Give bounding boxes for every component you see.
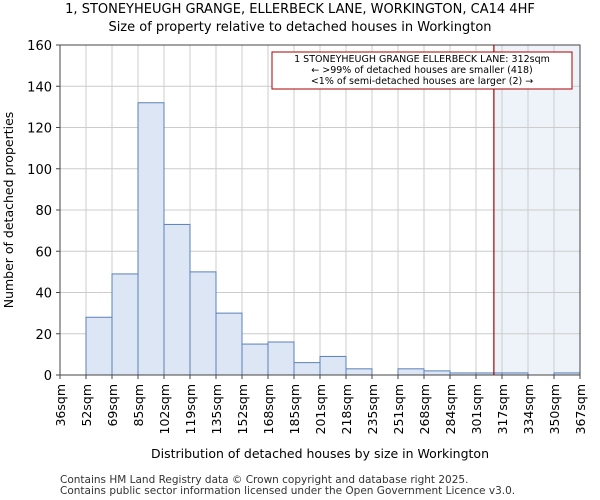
x-axis-label: Distribution of detached houses by size … — [151, 446, 489, 461]
x-tick-label-168sqm: 168sqm — [261, 384, 276, 434]
x-tick-label-235sqm: 235sqm — [365, 384, 380, 434]
bar-168sqm — [267, 341, 295, 376]
bar-102sqm — [163, 223, 191, 376]
bar-185sqm — [293, 362, 321, 376]
footer-line-2: Contains public sector information licen… — [60, 485, 516, 497]
chart-subtitle: Size of property relative to detached ho… — [108, 20, 492, 35]
bar-135sqm — [215, 312, 243, 376]
y-tick-label-8: 160 — [27, 39, 52, 54]
x-tick-label-152sqm: 152sqm — [235, 384, 250, 434]
x-tick-label-201sqm: 201sqm — [313, 384, 328, 434]
x-tick-label-36sqm: 36sqm — [53, 384, 68, 427]
x-tick-label-268sqm: 268sqm — [417, 384, 432, 434]
bar-119sqm — [189, 271, 217, 376]
x-tick-label-350sqm: 350sqm — [547, 384, 562, 434]
chart-title: 1, STONEYHEUGH GRANGE, ELLERBECK LANE, W… — [65, 2, 535, 17]
x-tick-label-85sqm: 85sqm — [131, 384, 146, 427]
y-axis-label: Number of detached properties — [1, 112, 16, 309]
bar-85sqm — [137, 102, 165, 376]
x-tick-label-284sqm: 284sqm — [443, 384, 458, 434]
y-tick-label-0: 0 — [44, 369, 52, 384]
x-tick-label-52sqm: 52sqm — [79, 384, 94, 427]
x-tick-label-317sqm: 317sqm — [495, 384, 510, 434]
y-tick-label-5: 100 — [27, 163, 52, 178]
bar-52sqm — [85, 316, 113, 376]
footer-line-1: Contains HM Land Registry data © Crown c… — [60, 474, 469, 486]
y-tick-label-7: 140 — [27, 80, 52, 95]
x-tick-label-102sqm: 102sqm — [157, 384, 172, 434]
x-tick-label-135sqm: 135sqm — [209, 384, 224, 434]
annotation-line-2: ← >99% of detached houses are smaller (4… — [311, 65, 532, 76]
x-tick-label-69sqm: 69sqm — [105, 384, 120, 427]
annotation-line-1: 1 STONEYHEUGH GRANGE ELLERBECK LANE: 312… — [294, 54, 550, 65]
y-tick-label-1: 20 — [35, 328, 52, 343]
y-tick-label-4: 80 — [35, 204, 52, 219]
x-tick-label-367sqm: 367sqm — [573, 384, 588, 434]
bar-268sqm — [423, 370, 451, 376]
x-tick-label-334sqm: 334sqm — [521, 384, 536, 434]
bar-218sqm — [345, 368, 373, 376]
y-tick-label-2: 40 — [35, 287, 52, 302]
x-tick-label-301sqm: 301sqm — [469, 384, 484, 434]
annotation-line-3: <1% of semi-detached houses are larger (… — [311, 76, 533, 87]
annotation-box — [271, 51, 573, 90]
x-tick-label-185sqm: 185sqm — [287, 384, 302, 434]
y-tick-label-6: 120 — [27, 122, 52, 137]
bar-152sqm — [241, 343, 269, 376]
x-tick-label-119sqm: 119sqm — [183, 384, 198, 434]
bar-69sqm — [111, 273, 139, 376]
x-tick-label-251sqm: 251sqm — [391, 384, 406, 434]
bar-251sqm — [397, 368, 425, 376]
x-tick-label-218sqm: 218sqm — [339, 384, 354, 434]
y-tick-label-3: 60 — [35, 245, 52, 260]
bar-201sqm — [319, 355, 347, 376]
